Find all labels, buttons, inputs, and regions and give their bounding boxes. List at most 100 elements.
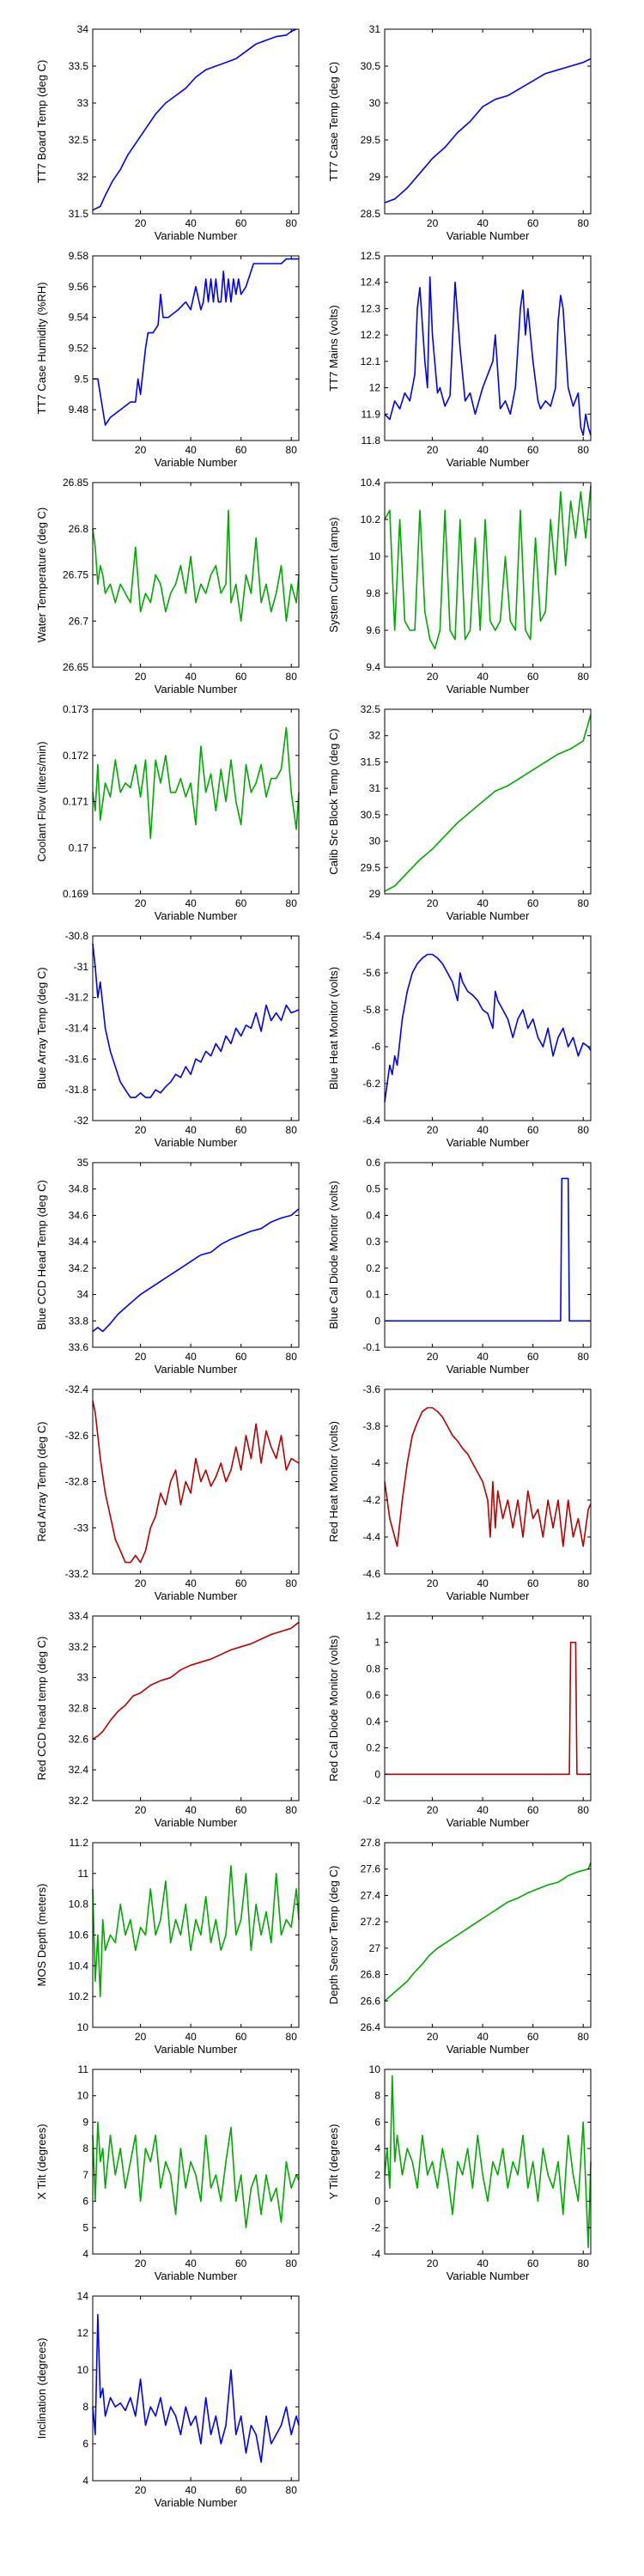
- y-tick-label: 12.5: [361, 250, 381, 262]
- y-tick-label: 32: [369, 730, 381, 742]
- y-tick-label: 27.8: [361, 1837, 381, 1849]
- y-tick-label: 0.172: [63, 750, 88, 762]
- y-tick-label: 12.3: [361, 302, 381, 314]
- y-tick-label: 26.75: [63, 569, 88, 581]
- x-tick-label: 80: [286, 444, 298, 456]
- y-tick-label: 31: [369, 782, 381, 794]
- plot-frame: [92, 2069, 300, 2255]
- chart-8: 20 40 60 80 29 29.5 30 30.5 31 31.5 32 32.5 Variable…: [327, 703, 592, 922]
- chart-14: 20 40 60 80 -4.6 -4.4 -4.2 -4 -3.8 -3.6 Variable N…: [327, 1383, 592, 1602]
- plot-frame: [384, 28, 592, 215]
- x-tick-label: 20: [427, 444, 439, 456]
- y-tick-label: 6: [82, 2438, 88, 2450]
- y-tick-label: -4.6: [362, 1568, 380, 1580]
- x-tick-label: 40: [185, 1577, 197, 1589]
- x-tick-label: 20: [135, 2031, 147, 2043]
- chart-11: 20 40 60 80 33.6 33.8 34 34.2 34.4 34.6 34.8 35 Vari…: [35, 1157, 300, 1376]
- y-tick-label: 26.4: [361, 2021, 381, 2033]
- y-tick-label: 32.4: [69, 1764, 89, 1776]
- y-axis-label: Calib Src Block Temp (deg C): [327, 728, 340, 874]
- y-tick-label: -33.2: [65, 1568, 89, 1580]
- y-tick-label: 10.2: [69, 1990, 89, 2002]
- series-line: [385, 1641, 591, 1776]
- x-axis-label: Variable Number: [447, 1363, 530, 1376]
- x-tick-label: 40: [185, 2031, 197, 2043]
- x-tick-label: 20: [135, 1124, 147, 1136]
- x-tick-label: 60: [527, 1804, 539, 1816]
- chart-19: 20 40 60 80 4 5 6 7 8 9 10 11 Variable Number X Tilt …: [35, 2063, 300, 2282]
- x-axis-label: Variable Number: [447, 683, 530, 696]
- series-line: [92, 509, 300, 623]
- x-tick-label: 20: [135, 1351, 147, 1363]
- series-line: [92, 1208, 300, 1333]
- x-tick-label: 60: [527, 217, 539, 229]
- y-tick-label: -2: [371, 2221, 380, 2233]
- y-tick-label: 34.4: [69, 1236, 89, 1248]
- series-line: [92, 943, 300, 1098]
- plot-frame: [92, 1162, 300, 1348]
- y-tick-label: 32: [77, 171, 89, 183]
- y-tick-label: 0.8: [366, 1662, 380, 1674]
- x-tick-label: 60: [235, 2484, 247, 2496]
- plot-frame: [384, 255, 592, 441]
- y-tick-label: 0: [374, 1315, 380, 1327]
- y-tick-label: 8: [374, 2090, 380, 2102]
- x-axis-label: Variable Number: [155, 2269, 238, 2282]
- y-tick-label: 4: [374, 2142, 380, 2154]
- y-axis-label: Coolant Flow (liters/min): [35, 741, 48, 861]
- y-axis-label: X Tilt (degrees): [35, 2123, 48, 2199]
- plot-frame: [384, 2069, 592, 2255]
- y-tick-label: 9.52: [69, 343, 89, 355]
- x-tick-label: 40: [477, 2031, 489, 2043]
- y-tick-label: -3.6: [362, 1383, 380, 1395]
- plot-frame: [384, 935, 592, 1121]
- plot-frame: [384, 482, 592, 668]
- chart-15: 20 40 60 80 32.2 32.4 32.6 32.8 33 33.2 33.4 Variab…: [35, 1610, 300, 1829]
- x-tick-label: 80: [578, 444, 590, 456]
- x-tick-label: 40: [185, 671, 197, 683]
- y-tick-label: 31.5: [69, 208, 89, 220]
- y-tick-label: -5.6: [362, 967, 380, 979]
- y-tick-label: 27.6: [361, 1863, 381, 1875]
- y-tick-label: 9.5: [74, 373, 88, 385]
- x-tick-label: 80: [578, 1124, 590, 1136]
- plot-frame: [92, 255, 300, 441]
- x-tick-label: 80: [286, 1804, 298, 1816]
- y-tick-label: 30: [369, 97, 381, 109]
- y-tick-label: 35: [77, 1157, 89, 1169]
- y-tick-label: 10.8: [69, 1899, 89, 1911]
- y-axis-label: Blue Heat Monitor (volts): [327, 967, 340, 1090]
- plot-frame: [92, 708, 300, 895]
- y-axis-label: Red Cal Diode Monitor (volts): [327, 1635, 340, 1782]
- y-tick-label: 27.2: [361, 1916, 381, 1928]
- y-tick-label: 33.8: [69, 1315, 89, 1327]
- series-line: [384, 1406, 592, 1547]
- y-tick-label: 12.1: [361, 355, 381, 368]
- y-tick-label: 8: [82, 2142, 88, 2154]
- x-tick-label: 20: [427, 1351, 439, 1363]
- x-tick-label: 80: [578, 671, 590, 683]
- x-tick-label: 40: [477, 671, 489, 683]
- y-tick-label: 32.2: [69, 1795, 89, 1807]
- x-tick-label: 60: [527, 1577, 539, 1589]
- chart-7: 20 40 60 80 0.169 0.17 0.171 0.172 0.173 Variable…: [35, 703, 300, 922]
- y-tick-label: 31.5: [361, 756, 381, 768]
- y-tick-label: -5.4: [362, 930, 380, 942]
- chart-2: 20 40 60 80 28.5 29 29.5 30 30.5 31 Variable Numbe…: [327, 23, 592, 242]
- x-axis-label: Variable Number: [155, 2496, 238, 2509]
- series-line: [92, 1621, 300, 1740]
- x-tick-label: 20: [427, 2031, 439, 2043]
- x-tick-label: 20: [135, 1577, 147, 1589]
- x-tick-label: 20: [135, 897, 147, 909]
- y-tick-label: 10.6: [69, 1929, 89, 1941]
- y-axis-label: TT7 Board Temp (deg C): [35, 60, 48, 184]
- x-tick-label: 60: [235, 1577, 247, 1589]
- y-tick-label: 26.7: [69, 615, 89, 627]
- x-tick-label: 40: [477, 1804, 489, 1816]
- x-axis-label: Variable Number: [447, 456, 530, 469]
- x-axis-label: Variable Number: [155, 456, 238, 469]
- x-tick-label: 20: [135, 217, 147, 229]
- x-axis-label: Variable Number: [155, 683, 238, 696]
- x-tick-label: 40: [477, 1577, 489, 1589]
